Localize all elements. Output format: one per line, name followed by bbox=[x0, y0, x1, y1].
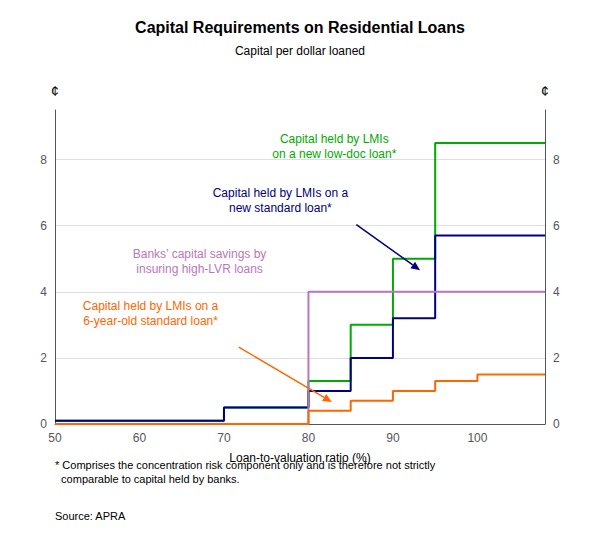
svg-text:70: 70 bbox=[217, 431, 231, 445]
svg-text:8: 8 bbox=[40, 153, 47, 167]
svg-text:0: 0 bbox=[553, 417, 560, 431]
svg-text:Capital held by LMIs on a: Capital held by LMIs on a bbox=[213, 186, 349, 200]
svg-text:Source: APRA: Source: APRA bbox=[55, 510, 126, 522]
svg-text:6: 6 bbox=[40, 219, 47, 233]
svg-text:90: 90 bbox=[386, 431, 400, 445]
svg-text:* Comprises the concentration: * Comprises the concentration risk compo… bbox=[55, 459, 436, 471]
svg-text:60: 60 bbox=[133, 431, 147, 445]
svg-text:comparable to capital held by: comparable to capital held by banks. bbox=[55, 473, 240, 485]
svg-text:Loan-to-valuation ratio (%): Loan-to-valuation ratio (%) bbox=[229, 451, 370, 465]
svg-text:100: 100 bbox=[467, 431, 487, 445]
svg-text:6-year-old standard loan*: 6-year-old standard loan* bbox=[83, 314, 218, 328]
svg-text:0: 0 bbox=[40, 417, 47, 431]
svg-text:80: 80 bbox=[302, 431, 316, 445]
svg-text:4: 4 bbox=[40, 285, 47, 299]
svg-text:insuring high-LVR loans: insuring high-LVR loans bbox=[136, 262, 263, 276]
svg-text:8: 8 bbox=[553, 153, 560, 167]
svg-text:¢: ¢ bbox=[541, 83, 549, 99]
svg-text:Capital held by LMIs on a: Capital held by LMIs on a bbox=[83, 299, 219, 313]
svg-text:Capital per dollar loaned: Capital per dollar loaned bbox=[235, 44, 365, 58]
svg-text:50: 50 bbox=[48, 431, 62, 445]
svg-text:Capital Requirements on Reside: Capital Requirements on Residential Loan… bbox=[135, 19, 465, 36]
svg-text:2: 2 bbox=[40, 351, 47, 365]
svg-text:Banks’ capital savings by: Banks’ capital savings by bbox=[133, 247, 267, 261]
svg-text:¢: ¢ bbox=[51, 83, 59, 99]
svg-text:new standard loan*: new standard loan* bbox=[229, 201, 332, 215]
svg-text:6: 6 bbox=[553, 219, 560, 233]
svg-text:on a new low-doc loan*: on a new low-doc loan* bbox=[272, 147, 396, 161]
svg-text:Capital held by LMIs: Capital held by LMIs bbox=[280, 132, 389, 146]
svg-text:2: 2 bbox=[553, 351, 560, 365]
svg-text:4: 4 bbox=[553, 285, 560, 299]
